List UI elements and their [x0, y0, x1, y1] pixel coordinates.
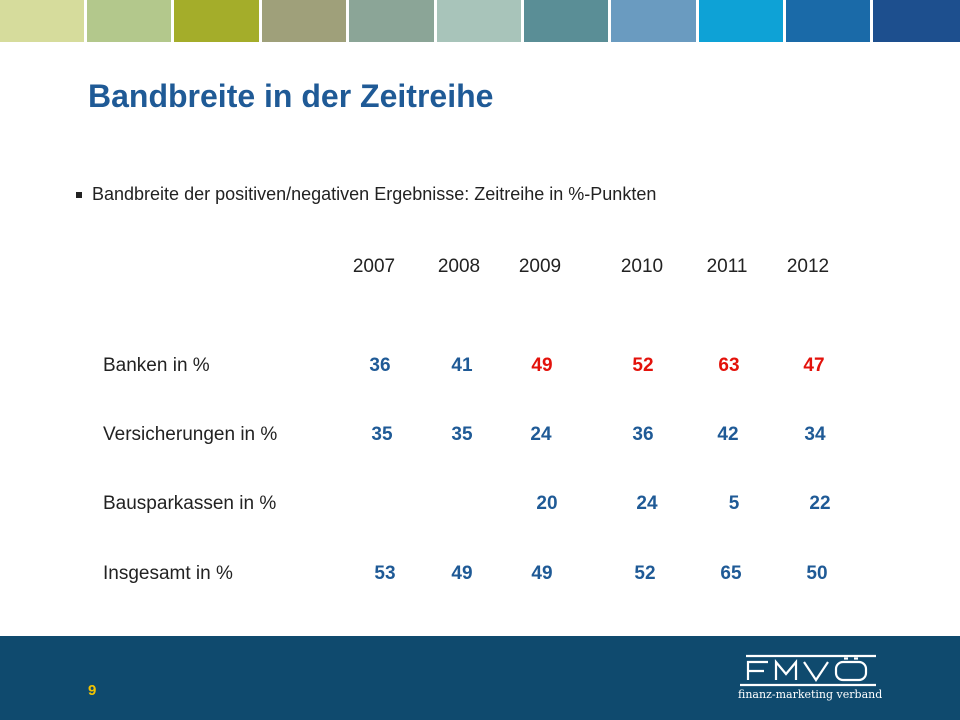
row-label: Insgesamt in %	[103, 563, 233, 584]
color-swatch	[174, 0, 259, 42]
page-number: 9	[88, 682, 97, 699]
table-cell: 5	[728, 493, 740, 514]
bullet-text: Bandbreite der positiven/negativen Ergeb…	[92, 184, 657, 204]
table-cell: 49	[451, 563, 473, 584]
row-label: Versicherungen in %	[103, 424, 278, 445]
table-cell: 42	[717, 424, 739, 445]
table-cell: 50	[806, 563, 828, 584]
row-label: Banken in %	[103, 355, 210, 376]
table-cell: 22	[809, 493, 831, 514]
table-cell: 24	[636, 493, 658, 514]
fmvoe-logo	[740, 654, 876, 687]
table-cell: 47	[803, 355, 825, 376]
year-header: 2012	[786, 256, 830, 277]
year-header: 2010	[620, 256, 664, 277]
color-swatch	[437, 0, 521, 42]
table-cell: 36	[632, 424, 654, 445]
table-cell: 49	[531, 563, 553, 584]
year-header: 2011	[706, 256, 748, 277]
color-swatch	[611, 0, 696, 42]
bullet-square-icon	[76, 192, 82, 198]
color-swatch	[786, 0, 870, 42]
color-swatch	[699, 0, 783, 42]
logo-subtitle: finanz-marketing verband	[738, 688, 883, 701]
year-header: 2008	[437, 256, 481, 277]
table-cell: 20	[536, 493, 558, 514]
table-cell: 24	[530, 424, 552, 445]
table-cell: 34	[804, 424, 826, 445]
color-swatch	[262, 0, 346, 42]
table-cell: 49	[531, 355, 553, 376]
slide-title: Bandbreite in der Zeitreihe	[88, 78, 494, 114]
table-cell: 65	[720, 563, 742, 584]
color-swatch	[349, 0, 434, 42]
year-header: 2007	[352, 256, 396, 277]
table-cell: 36	[369, 355, 391, 376]
year-header: 2009	[518, 256, 562, 277]
color-swatch-strip	[0, 0, 960, 42]
table-cell: 35	[451, 424, 473, 445]
color-swatch	[0, 0, 84, 42]
footer-bar	[0, 636, 960, 720]
table-cell: 52	[634, 563, 656, 584]
color-swatch	[87, 0, 171, 42]
color-swatch	[873, 0, 960, 42]
table-cell: 52	[632, 355, 654, 376]
table-cell: 63	[718, 355, 740, 376]
table-cell: 35	[371, 424, 393, 445]
table-cell: 53	[374, 563, 396, 584]
row-label: Bausparkassen in %	[103, 493, 277, 514]
color-swatch	[524, 0, 608, 42]
table-cell: 41	[451, 355, 473, 376]
